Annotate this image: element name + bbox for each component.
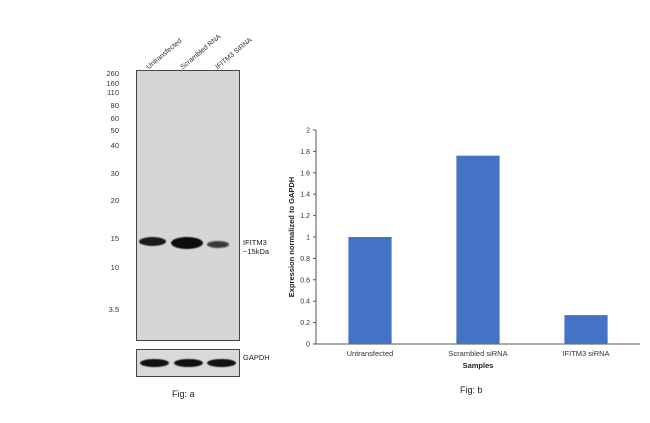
y-tick-label: 1 [306, 235, 310, 242]
lane-label-ifitm3-sirna: IFITM3 SiRNA [214, 36, 254, 71]
bar [456, 155, 500, 344]
mw-marker: 3.5 [108, 305, 119, 314]
y-tick-label: 0.6 [300, 277, 310, 284]
y-tick-label: 1.2 [300, 213, 310, 220]
bar-chart: 0 0.2 0.4 0.6 0.8 1 1.2 1.4 1.6 1.8 2 Untransfecte… [287, 128, 640, 370]
x-ticks: Untransfected Scrambled siRNA IFITM3 siRNA [347, 349, 610, 358]
mw-marker: 20 [110, 196, 119, 205]
mw-marker: 10 [110, 263, 119, 272]
mw-marker: 30 [110, 169, 119, 178]
y-tick-label: 1.4 [300, 192, 310, 199]
mw-marker: 80 [110, 101, 119, 110]
ifitm3-band-lane1 [139, 237, 166, 246]
bar [564, 315, 608, 344]
fig-a-label: Fig: a [172, 389, 195, 399]
y-axis-title: Expression normalized to GAPDH [287, 177, 296, 297]
mw-marker: 40 [110, 141, 119, 150]
x-axis-title: Samples [463, 361, 494, 370]
mw-marker: 60 [110, 114, 119, 123]
target-label: IFITM3 [243, 238, 267, 247]
gapdh-band-lane1 [140, 359, 169, 367]
western-blot-panel: Untransfected Scrambled RNA IFITM3 SiRNA… [0, 0, 290, 423]
mw-marker: 15 [110, 234, 119, 243]
x-tick-label: Untransfected [347, 349, 394, 358]
y-tick-label: 2 [306, 128, 310, 135]
x-tick-label: Scrambled siRNA [448, 349, 507, 358]
mw-marker: 50 [110, 126, 119, 135]
gapdh-band-lane3 [207, 359, 236, 367]
y-tick-label: 1.8 [300, 149, 310, 156]
bars [348, 155, 608, 344]
mw-marker: 110 [107, 88, 119, 97]
y-ticks: 0 0.2 0.4 0.6 0.8 1 1.2 1.4 1.6 1.8 2 [300, 128, 316, 349]
ifitm3-band-lane2 [171, 237, 203, 249]
y-tick-label: 0.8 [300, 256, 310, 263]
y-tick-label: 1.6 [300, 170, 310, 177]
gapdh-label: GAPDH [243, 353, 270, 362]
blot-membrane-gapdh [136, 349, 240, 377]
y-tick-label: 0.4 [300, 299, 310, 306]
y-tick-label: 0.2 [300, 320, 310, 327]
mw-marker: 160 [106, 79, 119, 88]
bar [348, 237, 392, 344]
lane-label-untransfected: Untransfected [145, 37, 184, 71]
mw-marker: 260 [106, 69, 119, 78]
x-tick-label: IFITM3 siRNA [562, 349, 609, 358]
target-size-label: ~15kDa [243, 247, 270, 256]
gapdh-band-lane2 [174, 359, 203, 367]
blot-membrane-main [136, 70, 240, 341]
y-tick-label: 0 [306, 342, 310, 349]
ifitm3-band-lane3 [207, 241, 229, 248]
fig-b-label: Fig: b [460, 385, 483, 395]
